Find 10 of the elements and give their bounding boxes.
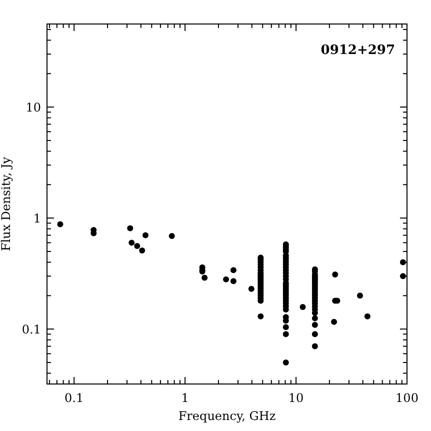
x-tick-label: 10 [288, 391, 304, 405]
y-tick-label: 10 [26, 100, 41, 114]
x-tick-label: 100 [396, 391, 418, 405]
annotation: 0912+297 [320, 43, 395, 58]
y-axis-title: Flux Density, Jy [0, 156, 13, 252]
y-tick-label: 0.1 [22, 322, 41, 336]
x-axis-title: Frequency, GHz [178, 409, 276, 423]
x-tick-label: 1 [181, 391, 189, 405]
y-tick-label: 1 [33, 211, 41, 226]
x-tick-label: 0.1 [64, 391, 84, 405]
